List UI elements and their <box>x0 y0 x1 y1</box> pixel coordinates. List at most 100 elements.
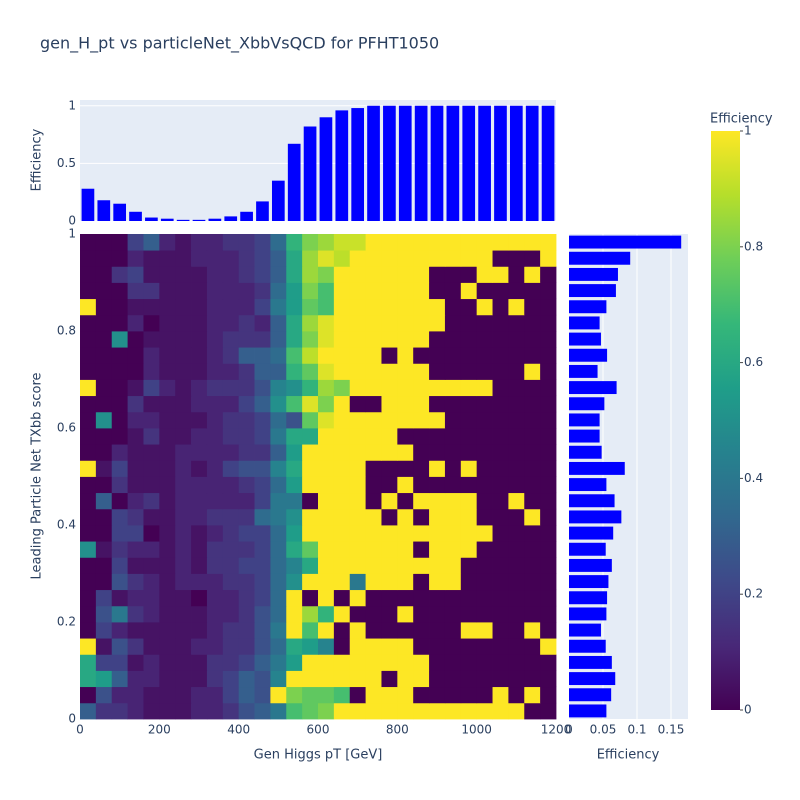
heatmap-cell <box>111 282 128 300</box>
heatmap-cell <box>333 428 351 445</box>
heatmap-cell <box>95 670 113 688</box>
heatmap-cell <box>143 508 160 526</box>
heatmap-cell <box>460 266 478 283</box>
x-tick-label: 0.1 <box>627 723 646 737</box>
heatmap-cell <box>349 557 366 574</box>
heatmap-cell <box>270 379 287 397</box>
heatmap-cell <box>476 266 493 283</box>
heatmap-cell <box>413 282 430 300</box>
heatmap-cell <box>524 363 541 380</box>
heatmap-cell <box>460 314 478 332</box>
heatmap-cell <box>476 314 493 332</box>
heatmap-cell <box>333 654 351 671</box>
heatmap-cell <box>524 702 541 720</box>
heatmap-cell <box>381 411 398 429</box>
heatmap-cell <box>127 476 144 494</box>
heatmap-cell <box>318 508 335 526</box>
heatmap-cell <box>413 589 430 607</box>
heatmap-cell <box>524 331 541 348</box>
heatmap-cell <box>127 314 144 332</box>
heatmap-cell <box>492 379 509 397</box>
heatmap-cell <box>444 314 462 332</box>
heatmap-cell <box>381 444 398 461</box>
heatmap-cell <box>413 702 430 720</box>
heatmap-cell <box>413 638 430 655</box>
heatmap-cell <box>191 686 208 704</box>
heatmap-cell <box>80 411 97 429</box>
heatmap-cell <box>222 347 240 364</box>
heatmap-cell <box>508 476 525 494</box>
heatmap-cell <box>270 622 287 639</box>
heatmap-cell <box>206 573 224 591</box>
heatmap-cell <box>286 589 303 607</box>
heatmap-cell <box>365 492 382 510</box>
heatmap-cell <box>444 605 462 623</box>
heatmap-cell <box>333 379 351 397</box>
x-tick-label: 200 <box>148 723 171 737</box>
heatmap-cell <box>444 525 462 542</box>
heatmap-cell <box>429 573 446 591</box>
heatmap-cell <box>206 331 224 348</box>
heatmap-cell <box>365 686 382 704</box>
heatmap-cell <box>381 541 398 558</box>
heatmap-cell <box>191 331 208 348</box>
heatmap-cell <box>349 605 366 623</box>
heatmap-cell <box>206 298 224 316</box>
heatmap-cell <box>222 525 240 542</box>
heatmap-cell <box>111 525 128 542</box>
heatmap-cell <box>524 395 541 413</box>
heatmap-cell <box>365 460 382 477</box>
colorbar-tick-label: 0 <box>744 703 752 717</box>
heatmap-cell <box>80 282 97 300</box>
heatmap-cell <box>365 508 382 526</box>
heatmap-cell <box>318 266 335 283</box>
heatmap-cell <box>302 266 319 283</box>
y-tick-label: 0.2 <box>57 615 76 629</box>
heatmap-cell <box>365 234 382 251</box>
heatmap-cell <box>143 298 160 316</box>
heatmap-cell <box>238 363 255 380</box>
heatmap-cell <box>508 654 525 671</box>
heatmap-cell <box>302 622 319 639</box>
heatmap-cell <box>270 492 287 510</box>
bar <box>569 655 612 669</box>
heatmap-cell <box>254 266 271 283</box>
heatmap-cell <box>460 379 478 397</box>
heatmap-cell <box>460 363 478 380</box>
heatmap-cell <box>460 605 478 623</box>
heatmap-cell <box>381 589 398 607</box>
heatmap-cell <box>302 589 319 607</box>
heatmap-cell <box>460 444 478 461</box>
heatmap-cell <box>460 347 478 364</box>
heatmap-cell <box>95 250 113 267</box>
heatmap-cell <box>143 492 160 510</box>
heatmap-cell <box>365 622 382 639</box>
heatmap-cell <box>175 589 192 607</box>
heatmap-cell <box>508 266 525 283</box>
y-tick-label: 1 <box>68 98 76 112</box>
heatmap-cell <box>540 411 557 429</box>
heatmap-cell <box>254 331 271 348</box>
heatmap-cell <box>95 622 113 639</box>
heatmap-cell <box>460 234 478 251</box>
heatmap-cell <box>349 589 366 607</box>
heatmap-cell <box>222 508 240 526</box>
heatmap-cell <box>127 557 144 574</box>
heatmap-cell <box>476 525 493 542</box>
heatmap-cell <box>413 654 430 671</box>
heatmap-cell <box>318 234 335 251</box>
heatmap-cell <box>444 363 462 380</box>
heatmap-cell <box>80 428 97 445</box>
heatmap-cell <box>381 654 398 671</box>
heatmap-cell <box>365 557 382 574</box>
heatmap-cell <box>397 508 414 526</box>
heatmap-cell <box>381 428 398 445</box>
heatmap-cell <box>508 234 525 251</box>
heatmap-cell <box>508 314 525 332</box>
heatmap-cell <box>524 444 541 461</box>
heatmap-cell <box>270 331 287 348</box>
heatmap-cell <box>349 314 366 332</box>
heatmap-cell <box>270 638 287 655</box>
heatmap-cell <box>222 444 240 461</box>
x-tick-label: 0 <box>76 723 84 737</box>
